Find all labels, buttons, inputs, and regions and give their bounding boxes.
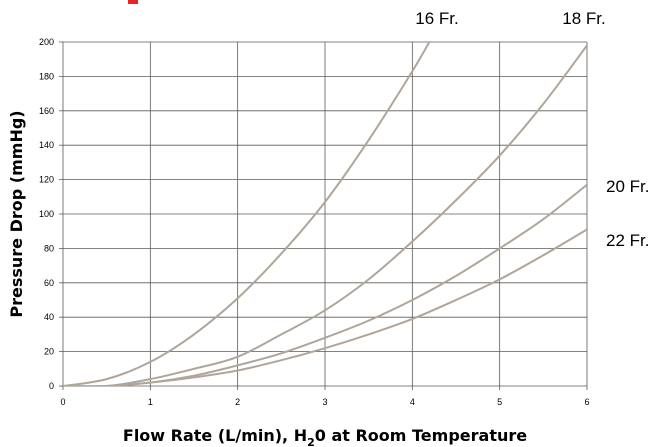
x-tick-label: 6 (584, 397, 589, 407)
top-red-mark (128, 0, 138, 4)
series-line (63, 42, 431, 386)
x-tick-label: 2 (235, 397, 240, 407)
y-tick-label: 80 (44, 243, 54, 253)
y-tick-label: 100 (39, 209, 54, 219)
series-label: 16 Fr. (415, 9, 458, 28)
x-tick-label: 4 (410, 397, 415, 407)
x-tick-label: 0 (60, 397, 65, 407)
y-tick-label: 160 (39, 106, 54, 116)
y-tick-label: 40 (44, 312, 54, 322)
x-axis-title-subscript: 2 (307, 436, 315, 447)
y-tick-label: 20 (44, 347, 54, 357)
y-tick-label: 140 (39, 140, 54, 150)
x-axis-title-main: Flow Rate (L/min), H (123, 426, 307, 445)
x-tick-label: 5 (497, 397, 502, 407)
series-label: 22 Fr. (606, 231, 649, 250)
tick-labels: 0 20 40 60 80 100 120 140 160 180 200 0 1 2 3 4 5 6 (39, 37, 590, 407)
series-line (63, 228, 587, 386)
y-tick-label: 0 (49, 381, 54, 391)
x-tick-label: 1 (148, 397, 153, 407)
series-line (63, 44, 587, 386)
x-tick-label: 3 (322, 397, 327, 407)
y-tick-label: 60 (44, 278, 54, 288)
grid (59, 41, 588, 390)
series-label: 18 Fr. (562, 9, 605, 28)
x-axis-title: Flow Rate (L/min), H20 at Room Temperatu… (123, 426, 527, 447)
series-lines (63, 42, 587, 386)
x-axis-title-tail: 0 at Room Temperature (315, 426, 528, 445)
y-axis-title: Pressure Drop (mmHg) (7, 110, 26, 317)
y-tick-label: 200 (39, 37, 54, 47)
y-tick-label: 120 (39, 175, 54, 185)
series-label: 20 Fr. (606, 177, 649, 196)
series-labels: 16 Fr. 18 Fr. 20 Fr. 22 Fr. (415, 9, 649, 250)
y-tick-label: 180 (39, 71, 54, 81)
